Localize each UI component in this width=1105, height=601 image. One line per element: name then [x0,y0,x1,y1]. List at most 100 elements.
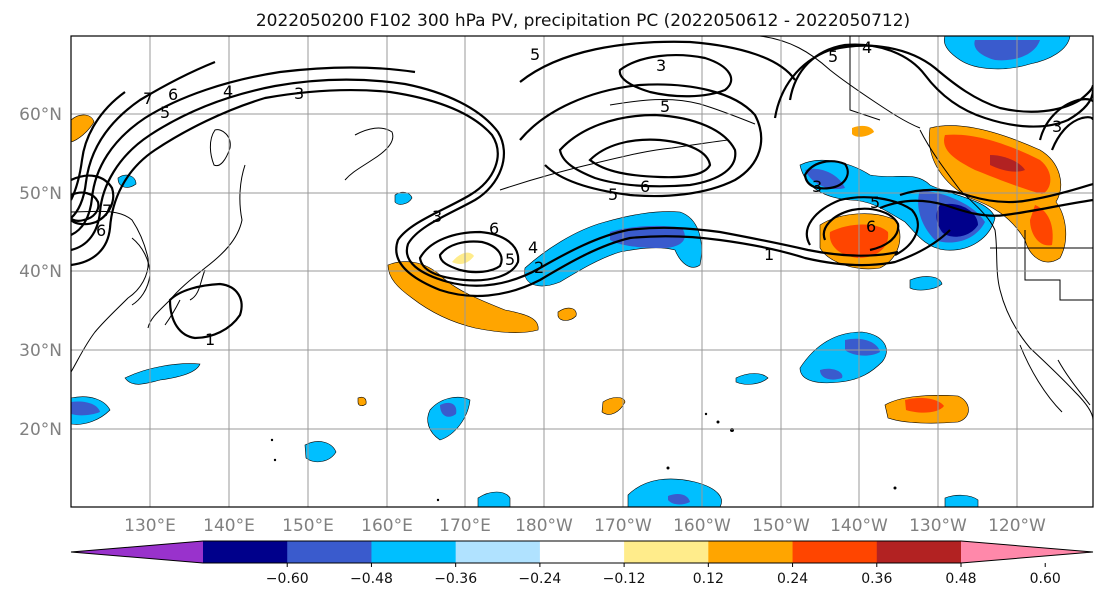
colorbar-tick-label: −0.60 [266,571,309,587]
lat-label: 40°N [19,262,62,282]
pv-contour-canada-3 [1038,98,1093,141]
precip-positive-gulf-small [852,125,874,137]
colorbar-tick-label: 0.12 [693,571,724,587]
precip-negative-hawaii-mid [820,338,880,380]
contour-label: 5 [608,185,618,204]
pv-contour-west-low-1 [71,174,115,226]
lat-label: 60°N [19,105,62,125]
precip-negative-alaska-mid [974,40,1040,61]
pv-contour-gulf-1 [805,196,919,256]
lon-label: 170°W [594,516,652,536]
lon-label: 140°E [203,516,255,536]
coast-baja [1019,344,1091,413]
pv-contour-canada-5 [879,198,1093,217]
pv-contours [71,40,1093,340]
pv-contour-west-3 [71,66,416,237]
contour-label: 5 [870,193,880,212]
border-alaska [849,36,881,121]
colorbar-bin [708,541,794,563]
contour-label: 3 [1052,117,1062,136]
pv-contour-bering-5 [519,40,796,83]
precip-positive-coast [1030,205,1053,246]
figure-title: 2022050200 F102 300 hPa PV, precipitatio… [256,11,910,31]
contour-label: 4 [223,82,233,101]
precip-negative-kamchatka [117,174,413,205]
lat-label: 30°N [19,341,62,361]
precip-negative-south-1-mid [668,494,690,505]
contour-label: 6 [168,85,178,104]
precip-negative-south-2 [477,491,511,507]
pv-contour-canada-6 [899,182,1093,204]
lat-label: 50°N [19,184,62,204]
colorbar-tick-label: 0.36 [861,571,892,587]
colorbar-tick-label: −0.48 [350,571,393,587]
contour-label: 4 [862,38,872,57]
pv-contour-west-2 [71,78,899,287]
coast-kamchatka [344,127,394,181]
lat-label: 20°N [19,420,62,440]
precip-negative-taiwan-mid [71,401,100,416]
precip-negative-marshall [304,441,337,463]
contour-label: 5 [660,97,670,116]
lon-label: 120°W [988,516,1046,536]
colorbar-bin [539,541,625,563]
colorbar-tick-label: 0.60 [1030,571,1061,587]
map-panel: 7 6 5 4 3 5 3 5 6 5 4 3 7 6 3 6 5 4 2 1 [70,35,1094,508]
colorbar-tick-label: −0.24 [518,571,561,587]
contour-label: 3 [812,177,822,196]
lon-label: 150°E [282,516,334,536]
colorbar-tick-label: 0.48 [945,571,976,587]
colorbar-bin [203,541,288,563]
pv-contour-aleut-1 [803,160,849,190]
pv-contour-west-low-2 [71,191,100,222]
colorbar: −0.60 −0.48 −0.36 −0.24 −0.12 0.12 0.24 0.36 0.4… [70,540,1094,587]
pv-contour-bering-2 [558,113,737,188]
coast-aleutians [499,139,729,191]
pv-contour-bering-1 [519,83,763,198]
precip-negative-south-1 [627,478,722,507]
colorbar-extend-max [961,541,1093,563]
colorbar-bin [455,541,541,563]
pv-contour-low-2 [438,240,503,274]
colorbar-tick-label: 0.24 [777,571,808,587]
contour-label: 3 [294,84,304,103]
lon-label: 130°E [124,516,176,536]
contour-label: 3 [432,207,442,226]
contour-label: 2 [534,258,544,277]
contour-label: 6 [640,177,650,196]
lon-label: 160°W [673,516,731,536]
contour-label: 7 [102,201,112,220]
lon-label: 130°W [909,516,967,536]
lon-label: 150°W [752,516,810,536]
colorbar-bin [287,541,372,563]
lon-label: 170°E [439,516,491,536]
contour-label: 5 [828,47,838,66]
longitude-labels: 130°E 140°E 150°E 160°E 170°E 180°W 170°… [124,516,1046,536]
pv-contour-gulf-2 [822,207,900,252]
colorbar-tick-label: −0.12 [603,571,646,587]
lon-label: 160°E [361,516,413,536]
contour-label: 3 [656,56,666,75]
coast-asia [71,210,149,373]
contour-label: 4 [528,238,538,257]
pv-contour-west-4 [71,60,216,219]
contour-label: 6 [96,221,106,240]
pv-contour-japan-low [168,282,243,340]
lon-label: 140°W [830,516,888,536]
contour-labels: 7 6 5 4 3 5 3 5 6 5 4 3 7 6 3 6 5 4 2 1 [96,38,1062,349]
contour-label: 7 [143,89,153,108]
colorbar-bin [371,541,457,563]
contour-label: 5 [530,45,540,64]
precip-positive-small-3 [357,396,367,407]
map-frame [70,35,1094,508]
pv-contour-low-1 [418,230,520,282]
colorbar-bin [624,541,709,563]
coast-westna [919,129,1093,421]
precip-positive-west [71,114,95,143]
contour-label: 6 [489,219,499,238]
border-us-canada [990,230,1093,301]
colorbar-bin [792,541,878,563]
pv-contour-west-1 [71,88,951,298]
contour-label: 1 [764,245,774,264]
